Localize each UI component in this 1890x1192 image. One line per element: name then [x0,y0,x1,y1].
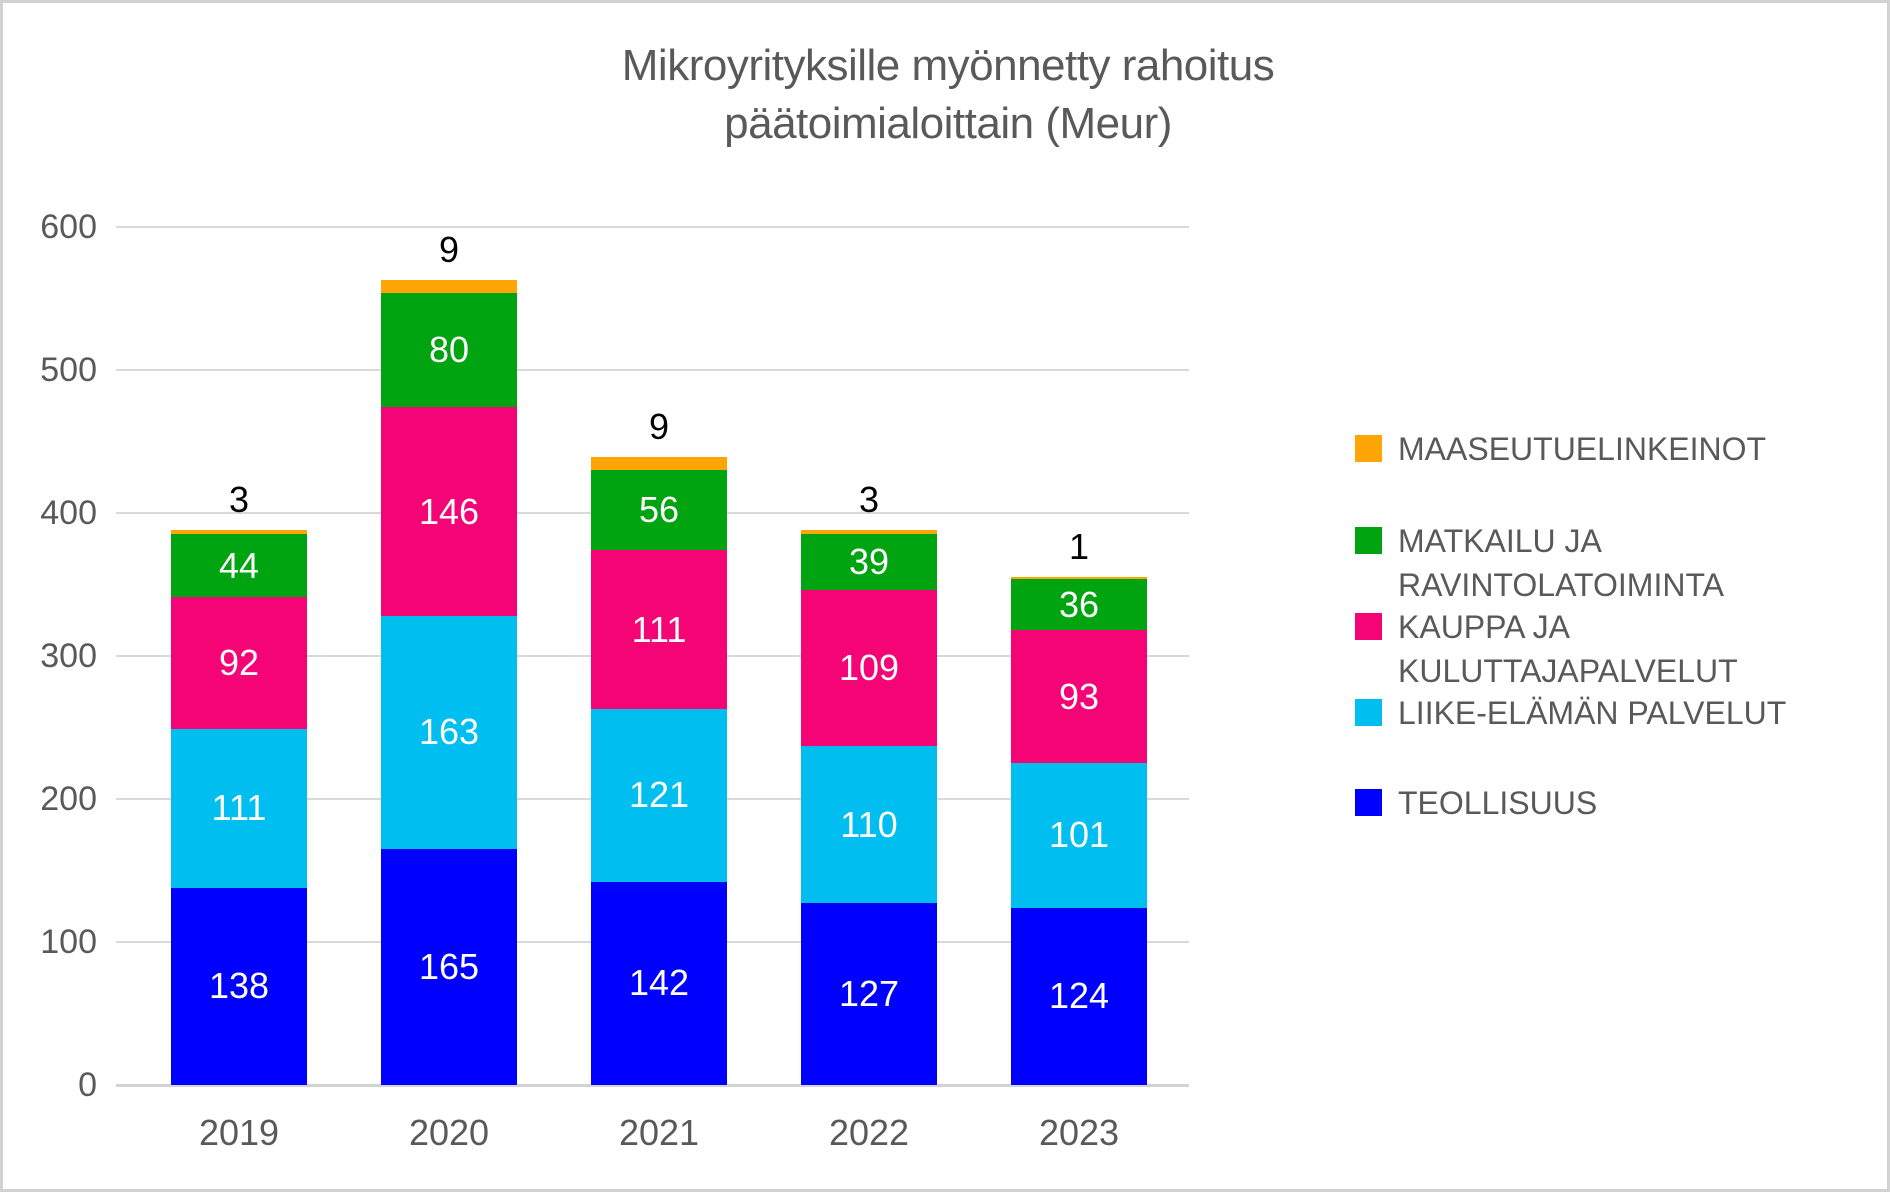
x-axis-label: 2019 [198,1112,280,1153]
segment-value-label: 110 [840,803,898,845]
legend-item: TEOLLISUUS [1355,781,1597,825]
bar-segment: 56 [591,470,727,551]
segment-value-label: 111 [631,608,687,650]
bar-segment: 138 [171,887,307,1085]
legend-label: MATKAILU JA RAVINTOLATOIMINTA [1398,519,1724,607]
segment-value-label: 93 [1058,675,1100,717]
gridline [116,369,1189,371]
legend-item: MAASEUTUELINKEINOT [1355,427,1766,471]
bar-segment: 39 [801,534,937,591]
segment-value-label: 92 [218,642,260,684]
segment-value-label: 121 [628,774,690,816]
segment-value-label: 165 [418,946,480,988]
segment-value-label: 39 [848,541,890,583]
segment-value-label: 36 [1058,583,1100,625]
legend-swatch-icon [1355,613,1382,640]
x-axis-label: 2020 [408,1112,490,1153]
bar-segment: 36 [1011,578,1147,631]
segment-value-label: 138 [208,965,270,1007]
bar-segment: 121 [591,708,727,882]
segment-value-label-above: 1 [1068,526,1090,568]
bar-segment [591,457,727,471]
bar-segment: 142 [591,881,727,1085]
legend-label-line: KULUTTAJAPALVELUT [1398,653,1738,689]
legend-item: LIIKE-ELÄMÄN PALVELUT [1355,691,1786,735]
bar-segment [1011,577,1147,580]
bar-segment: 92 [171,597,307,729]
bar-segment: 109 [801,590,937,747]
x-axis-label: 2022 [828,1112,910,1153]
legend-item: KAUPPA JA KULUTTAJAPALVELUT [1355,605,1738,693]
legend-label: MAASEUTUELINKEINOT [1398,427,1766,471]
segment-value-label-above: 9 [438,228,460,270]
y-axis-tick-label: 200 [40,780,97,818]
bar-segment: 111 [591,550,727,709]
segment-value-label: 44 [218,544,260,586]
legend-item: MATKAILU JA RAVINTOLATOIMINTA [1355,519,1724,607]
chart-title-line2: päätoimialoittain (Meur) [724,99,1172,148]
legend-label-line: TEOLLISUUS [1398,785,1598,821]
plot-area: 0 100 200 300 400 500 600 138 111 92 44 3 2019 165 163… [3,3,1887,1189]
segment-value-label: 101 [1048,814,1110,856]
bar-segment [171,530,307,535]
bar-segment: 127 [801,903,937,1085]
bar-segment: 111 [171,728,307,888]
bar-segment: 163 [381,615,517,850]
bar-segment: 101 [1011,763,1147,908]
legend-label: KAUPPA JA KULUTTAJAPALVELUT [1398,605,1738,693]
y-axis-tick-label: 0 [78,1066,97,1104]
bar-segment: 110 [801,746,937,904]
segment-value-label-above: 3 [228,479,250,521]
segment-value-label: 109 [838,647,900,689]
legend-swatch-icon [1355,527,1382,554]
chart-title: Mikroyrityksille myönnetty rahoitus päät… [3,37,1887,153]
y-axis-tick-label: 300 [40,637,97,675]
y-axis-tick-label: 500 [40,351,97,389]
y-axis-tick-label: 600 [40,208,97,246]
legend-swatch-icon [1355,699,1382,726]
y-axis-tick-label: 100 [40,923,97,961]
legend-swatch-icon [1355,789,1382,816]
segment-value-label: 127 [838,973,900,1015]
segment-value-label-above: 3 [858,479,880,521]
legend-label-line: MATKAILU JA [1398,523,1602,559]
bar-segment [801,530,937,535]
x-axis-label: 2021 [618,1112,700,1153]
bar-segment [381,279,517,293]
x-axis-line [116,1084,1189,1087]
bar-segment: 93 [1011,630,1147,764]
x-axis-label: 2023 [1038,1112,1120,1153]
bar-segment: 80 [381,292,517,408]
segment-value-label: 163 [418,711,480,753]
bar-segment: 124 [1011,907,1147,1085]
segment-value-label: 56 [638,489,680,531]
legend-label: LIIKE-ELÄMÄN PALVELUT [1398,691,1786,735]
segment-value-label: 124 [1048,975,1110,1017]
legend-label-line: MAASEUTUELINKEINOT [1398,431,1767,467]
segment-value-label: 80 [428,328,470,370]
segment-value-label-above: 9 [648,406,670,448]
y-axis-tick-label: 400 [40,494,97,532]
legend-label: TEOLLISUUS [1398,781,1597,825]
legend-label-line: KAUPPA JA [1398,609,1570,645]
gridline [116,226,1189,228]
legend-label-line: RAVINTOLATOIMINTA [1398,567,1724,603]
bar-segment: 165 [381,849,517,1085]
legend-swatch-icon [1355,435,1382,462]
segment-value-label: 111 [211,787,267,829]
segment-value-label: 142 [628,962,690,1004]
bar-segment: 146 [381,407,517,616]
chart-title-line1: Mikroyrityksille myönnetty rahoitus [621,41,1275,90]
segment-value-label: 146 [418,490,480,532]
legend-label-line: LIIKE-ELÄMÄN PALVELUT [1398,695,1787,731]
bar-segment: 44 [171,534,307,598]
